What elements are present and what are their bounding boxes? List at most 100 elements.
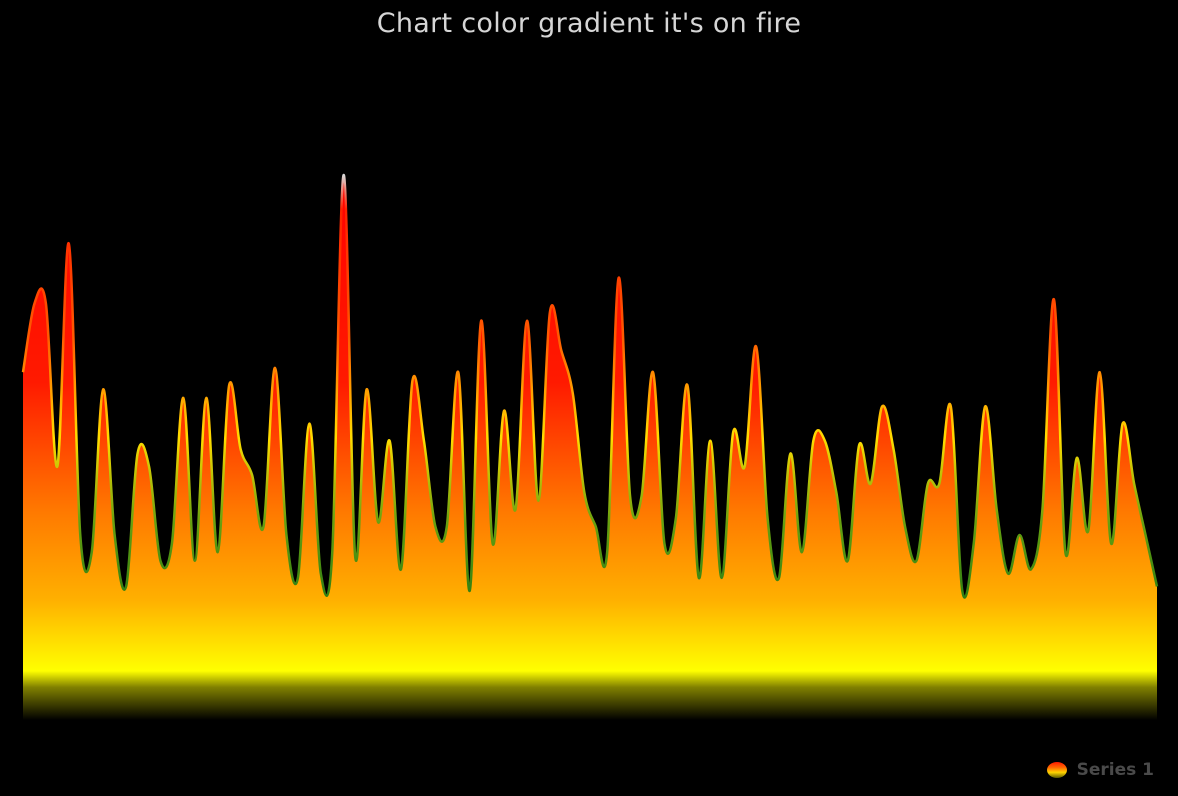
data-point[interactable]	[238, 446, 244, 452]
data-point[interactable]	[627, 493, 633, 499]
data-point[interactable]	[421, 438, 427, 444]
data-point[interactable]	[1062, 549, 1068, 555]
data-point[interactable]	[352, 553, 358, 559]
data-point[interactable]	[180, 395, 186, 401]
data-point[interactable]	[742, 463, 748, 469]
data-point[interactable]	[661, 541, 667, 547]
data-point[interactable]	[833, 489, 839, 495]
data-point[interactable]	[902, 523, 908, 529]
data-point[interactable]	[295, 575, 301, 581]
data-point[interactable]	[318, 571, 324, 577]
data-point[interactable]	[982, 403, 988, 409]
data-point[interactable]	[1108, 541, 1114, 547]
data-point[interactable]	[1120, 421, 1126, 427]
data-point[interactable]	[1074, 455, 1080, 461]
data-point[interactable]	[719, 575, 725, 581]
data-point[interactable]	[1005, 571, 1011, 577]
data-point[interactable]	[112, 532, 118, 538]
data-point[interactable]	[868, 481, 874, 487]
data-point[interactable]	[1154, 583, 1160, 589]
data-point[interactable]	[398, 566, 404, 572]
data-point[interactable]	[1143, 532, 1149, 538]
data-point[interactable]	[43, 301, 49, 307]
data-point[interactable]	[135, 451, 141, 457]
data-point[interactable]	[66, 241, 72, 247]
data-point[interactable]	[547, 309, 553, 315]
legend[interactable]: Series 1	[1046, 760, 1154, 780]
data-point[interactable]	[581, 489, 587, 495]
data-point[interactable]	[364, 386, 370, 392]
data-point[interactable]	[203, 395, 209, 401]
data-point[interactable]	[54, 463, 60, 469]
data-point[interactable]	[1085, 528, 1091, 534]
data-point[interactable]	[730, 429, 736, 435]
data-point[interactable]	[616, 275, 622, 281]
data-point[interactable]	[787, 451, 793, 457]
data-point[interactable]	[455, 369, 461, 375]
data-point[interactable]	[444, 523, 450, 529]
data-point[interactable]	[593, 523, 599, 529]
data-point[interactable]	[432, 523, 438, 529]
data-point[interactable]	[936, 481, 942, 487]
data-point[interactable]	[845, 558, 851, 564]
data-point[interactable]	[1017, 532, 1023, 538]
data-point[interactable]	[77, 532, 83, 538]
data-point[interactable]	[478, 318, 484, 324]
data-point[interactable]	[513, 506, 519, 512]
data-point[interactable]	[226, 382, 232, 388]
data-point[interactable]	[387, 438, 393, 444]
data-point[interactable]	[799, 549, 805, 555]
data-point[interactable]	[570, 391, 576, 397]
data-point[interactable]	[272, 365, 278, 371]
data-point[interactable]	[409, 378, 415, 384]
data-point[interactable]	[959, 588, 965, 594]
data-point[interactable]	[20, 369, 26, 375]
data-point[interactable]	[501, 408, 507, 414]
series-1-line[interactable]	[21, 173, 1159, 599]
data-point[interactable]	[490, 541, 496, 547]
data-point[interactable]	[215, 549, 221, 555]
data-point[interactable]	[146, 463, 152, 469]
data-point[interactable]	[948, 403, 954, 409]
data-point[interactable]	[261, 523, 267, 529]
data-point[interactable]	[604, 549, 610, 555]
data-point[interactable]	[856, 442, 862, 448]
data-point[interactable]	[684, 382, 690, 388]
data-point[interactable]	[650, 369, 656, 375]
data-point[interactable]	[1039, 506, 1045, 512]
data-point[interactable]	[524, 318, 530, 324]
data-point[interactable]	[306, 421, 312, 427]
data-point[interactable]	[535, 498, 541, 504]
data-point[interactable]	[891, 446, 897, 452]
data-point[interactable]	[375, 519, 381, 525]
data-point[interactable]	[31, 301, 37, 307]
data-point[interactable]	[249, 472, 255, 478]
data-point[interactable]	[971, 541, 977, 547]
data-point[interactable]	[765, 515, 771, 521]
data-point[interactable]	[925, 481, 931, 487]
data-point[interactable]	[1051, 296, 1057, 302]
data-point[interactable]	[329, 549, 335, 555]
data-point[interactable]	[100, 386, 106, 392]
data-point[interactable]	[696, 575, 702, 581]
data-point[interactable]	[192, 558, 198, 564]
data-point[interactable]	[283, 532, 289, 538]
data-point[interactable]	[822, 438, 828, 444]
data-point[interactable]	[879, 403, 885, 409]
data-point[interactable]	[673, 515, 679, 521]
data-point[interactable]	[753, 343, 759, 349]
data-point[interactable]	[639, 493, 645, 499]
data-point[interactable]	[1097, 369, 1103, 375]
data-point[interactable]	[810, 438, 816, 444]
data-point[interactable]	[913, 558, 919, 564]
data-point[interactable]	[341, 172, 347, 178]
data-point[interactable]	[707, 438, 713, 444]
data-point[interactable]	[89, 549, 95, 555]
data-point[interactable]	[558, 348, 564, 354]
data-point[interactable]	[1028, 566, 1034, 572]
data-point[interactable]	[169, 541, 175, 547]
data-point[interactable]	[994, 506, 1000, 512]
data-point[interactable]	[123, 583, 129, 589]
data-point[interactable]	[1131, 481, 1137, 487]
data-point[interactable]	[157, 558, 163, 564]
